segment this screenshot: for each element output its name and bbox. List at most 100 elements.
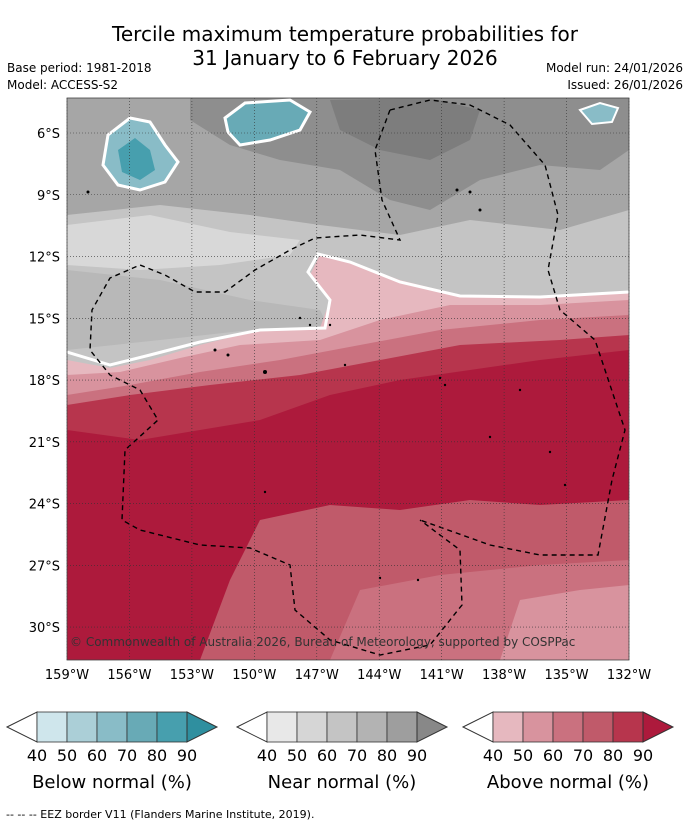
colorbar-tick-label: 50 xyxy=(57,746,77,765)
island xyxy=(226,353,230,357)
island xyxy=(563,483,567,487)
colorbar-segment xyxy=(96,711,128,743)
colorbar-tick-label: 60 xyxy=(317,746,337,765)
colorbar-tick-label: 70 xyxy=(347,746,367,765)
colorbar-label: Below normal (%) xyxy=(32,772,192,793)
island xyxy=(455,188,459,192)
lat-tick-label: 30°S xyxy=(29,621,60,636)
colorbar-max-extension xyxy=(642,711,675,743)
meta-left: Base period: 1981-2018 Model: ACCESS-S2 xyxy=(7,60,152,94)
near-normal-90-region xyxy=(330,98,480,160)
island xyxy=(328,323,332,327)
colorbar-segment xyxy=(36,711,68,743)
eez-footnote: -- -- -- EEZ border V11 (Flanders Marine… xyxy=(6,808,315,821)
longitude-labels: 159°W 156°W 153°W 150°W 147°W 144°W 141°W 138°W… xyxy=(45,668,651,683)
issued-date: Issued: 26/01/2026 xyxy=(567,78,683,92)
lon-tick-label: 156°W xyxy=(107,668,151,683)
islands xyxy=(86,188,567,582)
colorbar-segment xyxy=(552,711,584,743)
colorbar-tick-label: 60 xyxy=(543,746,563,765)
lat-tick-label: 12°S xyxy=(29,251,60,266)
island xyxy=(443,383,447,387)
colorbar-label: Above normal (%) xyxy=(487,772,649,793)
colorbar-segment xyxy=(612,711,644,743)
colorbar-segment xyxy=(326,711,358,743)
island xyxy=(438,376,442,380)
model-name: Model: ACCESS-S2 xyxy=(7,78,119,92)
chart-title: Tercile maximum temperature probabilitie… xyxy=(0,22,690,70)
above-normal-50-south xyxy=(500,585,629,660)
colorbar-legends: 40 50 60 70 80 90 Below normal (%) 40 50 60 70 80 90… xyxy=(5,711,675,793)
colorbar-segment xyxy=(296,711,328,743)
colorbar-tick-label: 80 xyxy=(603,746,623,765)
colorbar-tick-label: 90 xyxy=(177,746,197,765)
lat-tick-label: 27°S xyxy=(29,559,60,574)
colorbar-tick-label: 40 xyxy=(27,746,47,765)
legend-above: 40 50 60 70 80 90 Above normal (%) xyxy=(461,711,675,793)
colorbar-tick-label: 70 xyxy=(573,746,593,765)
map-gridlines xyxy=(66,98,630,660)
map-field xyxy=(67,98,629,660)
colorbar-tick-label: 60 xyxy=(87,746,107,765)
colorbar-tick-label: 50 xyxy=(287,746,307,765)
tercile-boundary-line xyxy=(67,252,629,367)
meta-right: Model run: 24/01/2026 Issued: 26/01/2026 xyxy=(546,60,683,94)
island xyxy=(213,348,217,352)
colorbar-segment xyxy=(126,711,158,743)
title-line1: Tercile maximum temperature probabilitie… xyxy=(112,22,578,46)
island xyxy=(548,450,552,454)
colorbar-max-extension xyxy=(186,711,219,743)
island xyxy=(298,316,302,320)
colorbar-tick-label: 40 xyxy=(257,746,277,765)
lat-tick-label: 21°S xyxy=(29,436,60,451)
island xyxy=(478,208,482,212)
lon-tick-label: 144°W xyxy=(357,668,401,683)
legend-below: 40 50 60 70 80 90 Below normal (%) xyxy=(5,711,219,793)
island xyxy=(343,363,347,367)
island xyxy=(416,578,420,582)
below-normal-core-west xyxy=(118,138,155,180)
colorbar-segment xyxy=(582,711,614,743)
island xyxy=(86,190,90,194)
lon-tick-label: 132°W xyxy=(607,668,651,683)
lon-tick-label: 153°W xyxy=(170,668,214,683)
colorbar-tick-label: 90 xyxy=(407,746,427,765)
legend-near: 40 50 60 70 80 90 Near normal (%) xyxy=(235,711,449,793)
island xyxy=(263,490,267,494)
lat-tick-label: 18°S xyxy=(29,374,60,389)
base-period: Base period: 1981-2018 xyxy=(7,61,152,75)
island xyxy=(263,370,267,374)
colorbar-segment xyxy=(492,711,524,743)
lat-tick-label: 6°S xyxy=(37,127,60,142)
colorbar-tick-label: 70 xyxy=(117,746,137,765)
colorbar-tick-label: 50 xyxy=(513,746,533,765)
colorbar-tick-label: 80 xyxy=(147,746,167,765)
lat-tick-label: 15°S xyxy=(29,312,60,327)
lat-tick-label: 9°S xyxy=(37,189,60,204)
below-normal-region-central xyxy=(223,98,313,147)
map-frame xyxy=(66,97,630,661)
lon-tick-label: 141°W xyxy=(420,668,464,683)
colorbar-segment xyxy=(266,711,298,743)
colorbar-min-extension xyxy=(235,711,268,743)
colorbar-tick-label: 90 xyxy=(633,746,653,765)
lat-tick-label: 24°S xyxy=(29,498,60,513)
lon-tick-label: 159°W xyxy=(45,668,89,683)
colorbar-min-extension xyxy=(5,711,38,743)
latitude-labels: 6°S 9°S 12°S 15°S 18°S 21°S 24°S 27°S 30°S xyxy=(29,127,60,636)
eez-border-east xyxy=(389,99,626,556)
colorbar-tick-label: 40 xyxy=(483,746,503,765)
copyright-text: © Commonwealth of Australia 2026, Bureau… xyxy=(70,635,575,649)
island xyxy=(308,323,312,327)
colorbar-segment xyxy=(386,711,418,743)
colorbar-max-extension xyxy=(416,711,449,743)
title-line2: 31 January to 6 February 2026 xyxy=(192,46,498,70)
lon-tick-label: 147°W xyxy=(295,668,339,683)
eez-border-west xyxy=(89,109,463,656)
island xyxy=(518,388,522,392)
map-figure: © Commonwealth of Australia 2026, Bureau… xyxy=(5,97,675,793)
colorbar-min-extension xyxy=(461,711,494,743)
colorbar-segment xyxy=(522,711,554,743)
colorbar-segment xyxy=(356,711,388,743)
colorbar-segment xyxy=(66,711,98,743)
